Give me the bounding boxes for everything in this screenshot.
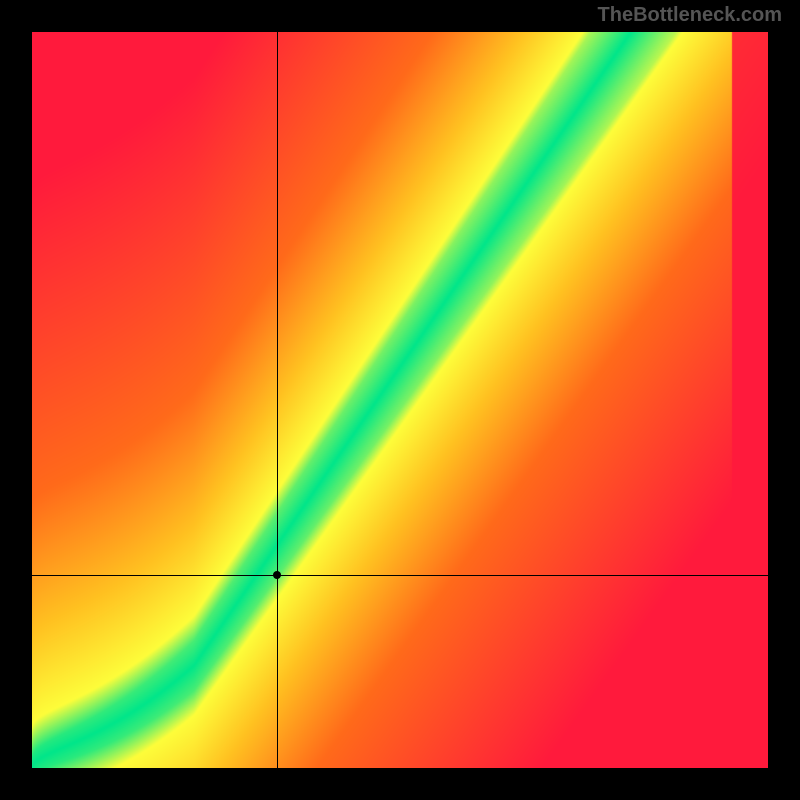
heatmap-canvas — [32, 32, 768, 768]
chart-container: TheBottleneck.com — [0, 0, 800, 800]
plot-area — [32, 32, 768, 768]
crosshair-horizontal — [32, 575, 768, 576]
attribution-text: TheBottleneck.com — [598, 4, 782, 27]
crosshair-point — [273, 571, 281, 579]
crosshair-vertical — [277, 32, 278, 768]
